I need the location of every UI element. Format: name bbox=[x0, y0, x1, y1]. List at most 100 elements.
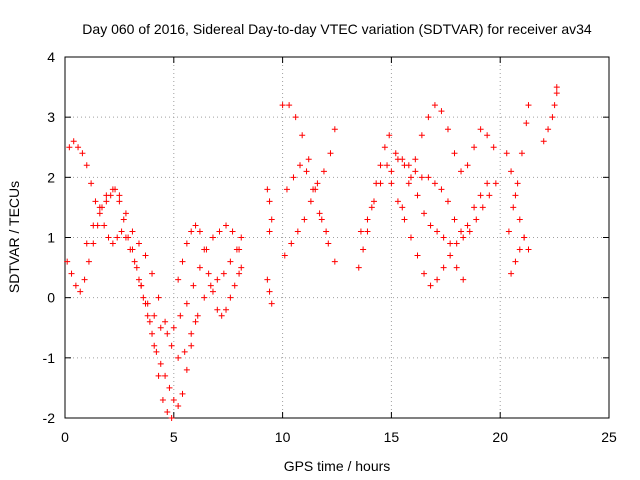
series-track-b bbox=[66, 138, 199, 409]
data-point bbox=[83, 240, 90, 247]
data-point bbox=[431, 180, 438, 187]
y-tick-label: 1 bbox=[47, 230, 55, 246]
data-point bbox=[238, 234, 245, 241]
data-point bbox=[407, 174, 414, 181]
data-point bbox=[283, 186, 290, 193]
data-point bbox=[218, 312, 225, 319]
data-point bbox=[279, 102, 286, 109]
data-point bbox=[551, 102, 558, 109]
data-point bbox=[471, 144, 478, 151]
data-point bbox=[175, 276, 182, 283]
data-point bbox=[116, 198, 123, 205]
data-point bbox=[412, 156, 419, 163]
data-point bbox=[162, 318, 169, 325]
data-point bbox=[523, 120, 530, 127]
data-point bbox=[66, 144, 73, 151]
data-point bbox=[164, 330, 171, 337]
data-point bbox=[179, 258, 186, 265]
data-point bbox=[394, 198, 401, 205]
data-point bbox=[386, 132, 393, 139]
series-track-i bbox=[283, 162, 330, 235]
series-track-q bbox=[505, 102, 532, 235]
data-point bbox=[188, 342, 195, 349]
data-point bbox=[138, 282, 145, 289]
data-point bbox=[75, 144, 82, 151]
data-point bbox=[444, 198, 451, 205]
data-point bbox=[294, 228, 301, 235]
data-point bbox=[292, 114, 299, 121]
data-point bbox=[388, 168, 395, 175]
data-point bbox=[266, 228, 273, 235]
data-point bbox=[214, 276, 221, 283]
data-points bbox=[64, 84, 560, 421]
series-track-j bbox=[355, 132, 393, 271]
x-tick-label: 15 bbox=[384, 429, 400, 445]
series-track-d bbox=[138, 222, 245, 337]
data-point bbox=[209, 288, 216, 295]
data-point bbox=[307, 198, 314, 205]
data-point bbox=[414, 192, 421, 199]
data-point bbox=[120, 216, 127, 223]
data-point bbox=[109, 240, 116, 247]
data-point bbox=[458, 228, 465, 235]
data-point bbox=[518, 150, 525, 157]
data-point bbox=[471, 204, 478, 211]
data-point bbox=[327, 150, 334, 157]
data-point bbox=[521, 234, 528, 241]
data-point bbox=[508, 168, 515, 175]
series-track-n bbox=[399, 102, 497, 211]
data-point bbox=[72, 282, 79, 289]
data-point bbox=[320, 168, 327, 175]
data-point bbox=[381, 144, 388, 151]
data-point bbox=[447, 252, 454, 259]
data-point bbox=[127, 246, 134, 253]
data-point bbox=[314, 180, 321, 187]
data-point bbox=[318, 216, 325, 223]
data-point bbox=[414, 252, 421, 259]
data-point bbox=[412, 168, 419, 175]
x-tick-label: 10 bbox=[275, 429, 291, 445]
data-point bbox=[264, 276, 271, 283]
data-point bbox=[192, 222, 199, 229]
data-point bbox=[175, 354, 182, 361]
data-point bbox=[453, 240, 460, 247]
grid bbox=[65, 57, 609, 418]
data-point bbox=[316, 210, 323, 217]
data-point bbox=[405, 180, 412, 187]
data-point bbox=[431, 102, 438, 109]
data-point bbox=[209, 234, 216, 241]
data-point bbox=[399, 156, 406, 163]
data-point bbox=[407, 234, 414, 241]
data-point bbox=[196, 228, 203, 235]
data-point bbox=[164, 408, 171, 415]
data-point bbox=[183, 366, 190, 373]
data-point bbox=[281, 252, 288, 259]
data-point bbox=[183, 300, 190, 307]
data-point bbox=[188, 330, 195, 337]
data-point bbox=[205, 270, 212, 277]
data-point bbox=[549, 114, 556, 121]
x-tick-label: 20 bbox=[492, 429, 508, 445]
data-point bbox=[425, 174, 432, 181]
data-point bbox=[155, 294, 162, 301]
data-point bbox=[266, 198, 273, 205]
series-track-a bbox=[64, 186, 175, 421]
data-point bbox=[146, 318, 153, 325]
data-point bbox=[444, 126, 451, 133]
data-point bbox=[236, 270, 243, 277]
data-point bbox=[90, 222, 97, 229]
data-point bbox=[122, 210, 129, 217]
data-point bbox=[466, 228, 473, 235]
data-point bbox=[181, 348, 188, 355]
series-track-r bbox=[508, 234, 528, 277]
data-point bbox=[266, 288, 273, 295]
data-point bbox=[144, 312, 151, 319]
data-point bbox=[477, 126, 484, 133]
data-point bbox=[357, 228, 364, 235]
ticks: 0 5 10 15 20 25 -2 -1 0 1 2 3 4 bbox=[43, 49, 617, 445]
series-track-h bbox=[281, 126, 338, 259]
data-point bbox=[157, 360, 164, 367]
data-point bbox=[297, 162, 304, 169]
data-point bbox=[286, 102, 293, 109]
y-tick-label: 0 bbox=[47, 290, 55, 306]
